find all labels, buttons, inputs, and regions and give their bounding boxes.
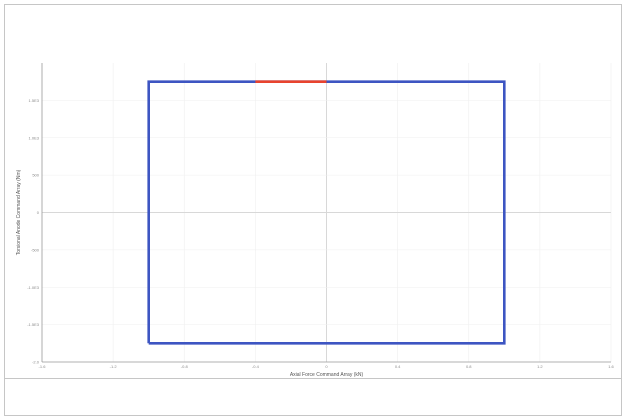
x-tick-label: 0.4 [395,364,401,369]
y-tick-label: -2.0 [32,360,40,365]
y-tick-label: 1.0E3 [29,135,40,140]
x-tick-label: 0.8 [466,364,472,369]
y-tick-label: -1.0E3 [27,285,40,290]
series-layer [147,80,506,345]
footer-divider [4,378,622,379]
grid-layer [41,63,612,363]
x-tick-label: -0.4 [252,364,260,369]
axis-layer [41,63,611,363]
chart-frame [4,4,622,416]
y-axis-title: Torsional Anode Command Array (Nm) [16,169,22,255]
x-tick-label: -1.6 [39,364,47,369]
x-axis-title: Axial Force Command Array (kN) [290,372,364,378]
x-tick-label: -1.2 [110,364,118,369]
x-tick-label: 1.2 [537,364,543,369]
y-tick-label: 1.5E3 [29,98,40,103]
y-tick-label: 0 [37,210,40,215]
x-tick-label: 0 [325,364,328,369]
x-tick-label: -0.8 [181,364,189,369]
y-tick-label: 500 [32,173,39,178]
tick-layer: -1.6 -1.2 -0.8 -0.4 0 0.4 0.8 1.2 1.6 -2.0 -1.5E3 -… [27,98,614,369]
series-line-boundary [147,80,506,345]
y-tick-label: -1.5E3 [27,322,40,327]
x-tick-label: 1.6 [608,364,614,369]
y-tick-label: -500 [31,247,40,252]
